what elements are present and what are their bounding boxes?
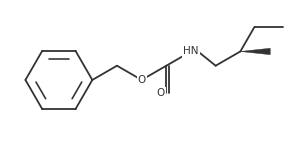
Text: O: O <box>137 75 146 85</box>
Polygon shape <box>240 48 270 55</box>
Text: HN: HN <box>183 46 199 56</box>
Text: O: O <box>157 88 165 98</box>
